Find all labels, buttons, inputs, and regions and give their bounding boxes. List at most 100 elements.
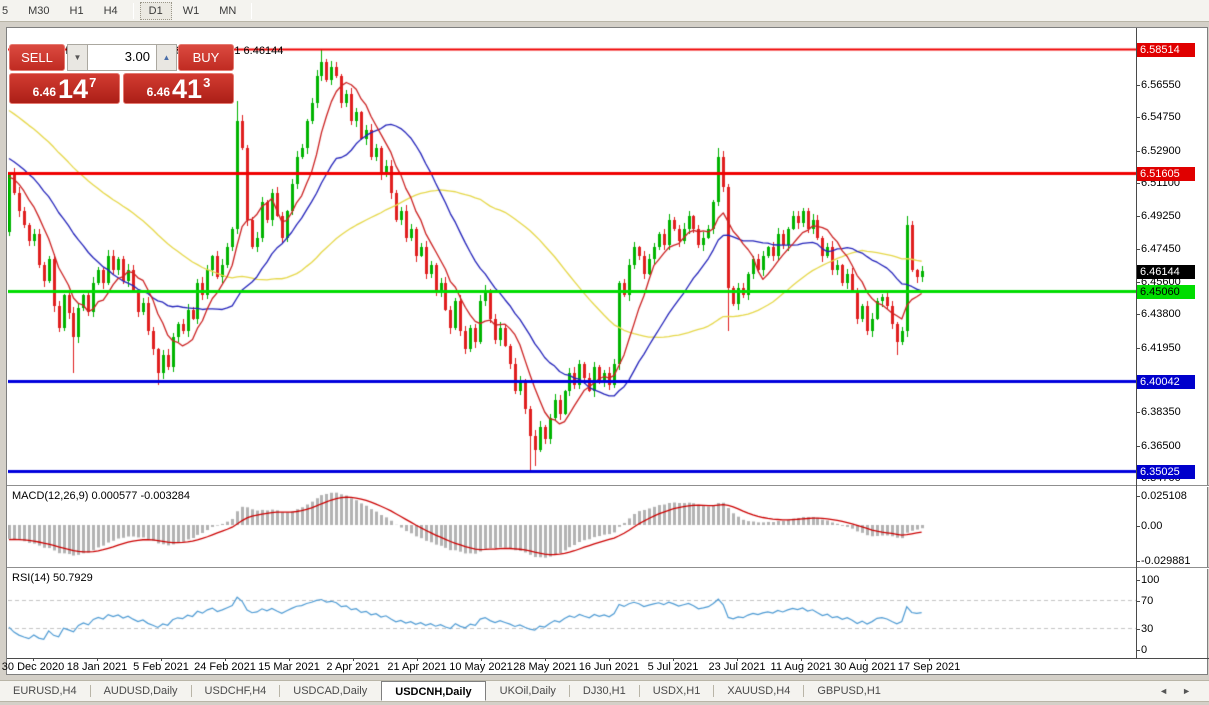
timeframe-toolbar: 5 M30 H1 H4 D1 W1 MN [0, 0, 1209, 22]
date-axis-tick [97, 658, 98, 661]
date-axis-tick [481, 658, 482, 661]
rsi-pane-separator[interactable] [7, 567, 1209, 569]
date-axis-tick [417, 658, 418, 661]
volume-decrease-icon[interactable]: ▼ [73, 53, 82, 62]
timeframe-button-m30[interactable]: M30 [28, 4, 50, 17]
one-click-trade-panel: SELL ▼ 3.00 ▲ BUY 6.46 14 7 6.46 41 3 [9, 44, 234, 104]
buy-price-sup: 3 [203, 75, 211, 90]
chart-frame: ▲ USDCNH,Daily 6.46194 6.46270 6.45631 6… [2, 27, 1209, 675]
price-axis-tick [1136, 85, 1140, 87]
price-axis-tick [1136, 580, 1140, 581]
sell-price-sup: 7 [89, 75, 97, 90]
price-badge: 6.35025 [1137, 465, 1195, 480]
price-badge: 6.46144 [1137, 265, 1195, 280]
price-axis-label: 6.52900 [1141, 144, 1181, 157]
rsi-value: 50.7929 [52, 572, 93, 584]
tab-usdx[interactable]: USDX,H1 [652, 685, 701, 697]
tab-separator [279, 685, 281, 697]
date-axis-tick [737, 658, 738, 661]
sell-price-display[interactable]: 6.46 14 7 [9, 73, 120, 104]
price-axis-tick [1136, 561, 1140, 563]
price-axis-label: 6.56550 [1141, 79, 1181, 92]
price-chart-canvas[interactable] [8, 29, 1136, 659]
volume-increase-icon[interactable]: ▲ [162, 53, 171, 62]
price-axis-label: 0.00 [1141, 520, 1163, 532]
tab-gbpusd[interactable]: GBPUSD,H1 [817, 685, 881, 697]
tab-xauusd[interactable]: XAUUSD,H4 [727, 685, 791, 697]
price-axis-label: 70 [1141, 595, 1154, 607]
sell-button[interactable]: SELL [9, 44, 65, 71]
date-axis-tick [225, 658, 226, 661]
date-axis-label: 16 Jun 2021 [578, 661, 640, 673]
tab-scroll-right-icon[interactable]: ► [1182, 686, 1191, 696]
date-axis-label: 18 Jan 2021 [66, 661, 128, 673]
price-axis-label: 6.38350 [1141, 406, 1181, 419]
price-axis-label: 6.36500 [1141, 439, 1181, 452]
ohlc-close: 6.46144 [243, 45, 284, 57]
tab-separator [89, 685, 91, 697]
date-axis-label: 11 Aug 2021 [770, 661, 832, 673]
price-badge: 6.51605 [1137, 167, 1195, 181]
tab-separator [713, 685, 715, 697]
toolbar-separator [251, 2, 253, 19]
price-axis-tick [1136, 412, 1140, 414]
tab-separator [638, 685, 640, 697]
price-axis-tick [1136, 314, 1140, 316]
price-axis-label: 6.49250 [1141, 210, 1181, 223]
date-axis-label: 24 Feb 2021 [194, 661, 256, 673]
tab-dj30[interactable]: DJ30,H1 [582, 685, 626, 697]
price-axis-tick [1136, 650, 1140, 651]
rsi-indicator-label: RSI(14) 50.7929 [12, 572, 93, 584]
timeframe-button-d1[interactable]: D1 [139, 1, 172, 20]
price-axis-label: 0.025108 [1141, 490, 1187, 503]
date-axis-tick [289, 658, 290, 661]
tab-separator [568, 685, 570, 697]
price-axis-label: 30 [1141, 623, 1154, 635]
price-axis-label: 6.47450 [1141, 242, 1181, 255]
price-badge: 6.58514 [1137, 42, 1195, 57]
volume-input[interactable]: 3.00 [87, 45, 157, 70]
tab-usdcnh[interactable]: USDCNH,Daily [381, 681, 486, 701]
date-axis-label: 28 May 2021 [513, 661, 577, 673]
macd-pane-separator[interactable] [7, 485, 1209, 487]
price-axis-tick [1136, 248, 1140, 250]
tab-ukoil[interactable]: UKOil,Daily [499, 685, 556, 697]
timeframe-button-w1[interactable]: W1 [182, 4, 200, 17]
macd-value-signal: -0.003284 [140, 490, 190, 502]
date-axis-label: 5 Feb 2021 [133, 661, 189, 673]
tab-usdcad[interactable]: USDCAD,Daily [293, 685, 368, 697]
timeframe-button-5[interactable]: 5 [2, 4, 9, 17]
timeframe-button-mn[interactable]: MN [219, 4, 237, 17]
buy-price-big: 41 [172, 74, 203, 104]
timeframe-button-h4[interactable]: H4 [103, 4, 118, 17]
date-axis-tick [33, 658, 34, 661]
date-axis-label: 23 Jul 2021 [708, 661, 766, 673]
tab-audusd[interactable]: AUDUSD,Daily [103, 685, 178, 697]
tab-scroll-left-icon[interactable]: ◄ [1159, 686, 1169, 696]
date-axis-label: 21 Apr 2021 [387, 661, 447, 673]
price-axis-tick [1136, 601, 1140, 602]
date-axis-tick [545, 658, 546, 661]
price-axis-tick [1136, 150, 1140, 152]
volume-stepper: ▼ 3.00 ▲ [67, 44, 177, 71]
price-axis-tick [1136, 526, 1140, 527]
timeframe-button-h1[interactable]: H1 [69, 4, 84, 17]
price-badge: 6.40042 [1137, 374, 1195, 389]
sell-price-small: 6.46 [32, 85, 57, 99]
tab-eurusd[interactable]: EURUSD,H4 [13, 685, 77, 697]
buy-price-display[interactable]: 6.46 41 3 [123, 73, 234, 104]
macd-value-main: 0.000577 [91, 490, 138, 502]
date-axis-tick [865, 658, 866, 661]
price-axis-tick [1136, 117, 1140, 119]
date-axis-tick [161, 658, 162, 661]
date-axis-tick [609, 658, 610, 661]
symbol-tab-bar: EURUSD,H4 AUDUSD,Daily USDCHF,H4 USDCAD,Dai… [0, 680, 1209, 702]
tab-usdchf[interactable]: USDCHF,H4 [204, 685, 267, 697]
buy-button[interactable]: BUY [178, 44, 234, 71]
price-badge: 6.45060 [1137, 284, 1195, 299]
price-axis-tick [1136, 281, 1140, 283]
price-axis-tick [1136, 216, 1140, 218]
macd-indicator-label: MACD(12,26,9) 0.000577 -0.003284 [12, 490, 190, 502]
price-axis-tick [1136, 183, 1140, 185]
buy-price-small: 6.46 [146, 85, 171, 99]
